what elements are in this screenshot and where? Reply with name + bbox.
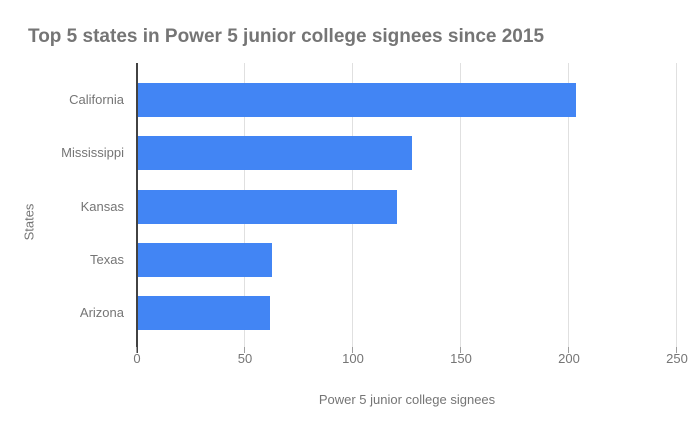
x-tick-label-0: 0: [133, 351, 141, 366]
category-label-california: California: [69, 92, 124, 107]
bar-california[interactable]: [138, 83, 576, 117]
bar-texas[interactable]: [138, 243, 272, 277]
bar-mississippi[interactable]: [138, 136, 412, 170]
chart-title: Top 5 states in Power 5 junior college s…: [28, 26, 545, 47]
category-label-texas: Texas: [90, 252, 124, 267]
x-tick-150: [460, 347, 461, 353]
y-axis-line: [136, 63, 138, 353]
bar-arizona[interactable]: [138, 296, 270, 330]
x-tick-label-50: 50: [237, 351, 253, 366]
gridline-150: [460, 63, 461, 347]
x-tick-label-150: 150: [450, 351, 472, 366]
x-tick-250: [676, 347, 677, 353]
gridline-200: [568, 63, 569, 347]
x-tick-label-100: 100: [342, 351, 364, 366]
bar-kansas[interactable]: [138, 190, 397, 224]
category-label-mississippi: Mississippi: [61, 145, 124, 160]
category-label-kansas: Kansas: [80, 199, 124, 214]
plot-area: [137, 63, 677, 347]
x-tick-50: [244, 347, 245, 353]
x-tick-200: [568, 347, 569, 353]
x-tick-label-200: 200: [558, 351, 580, 366]
gridline-250: [676, 63, 677, 347]
x-axis-title: Power 5 junior college signees: [318, 392, 496, 407]
category-label-arizona: Arizona: [79, 305, 124, 320]
x-tick-100: [352, 347, 353, 353]
x-tick-0: [136, 347, 137, 353]
x-tick-label-250: 250: [666, 351, 688, 366]
